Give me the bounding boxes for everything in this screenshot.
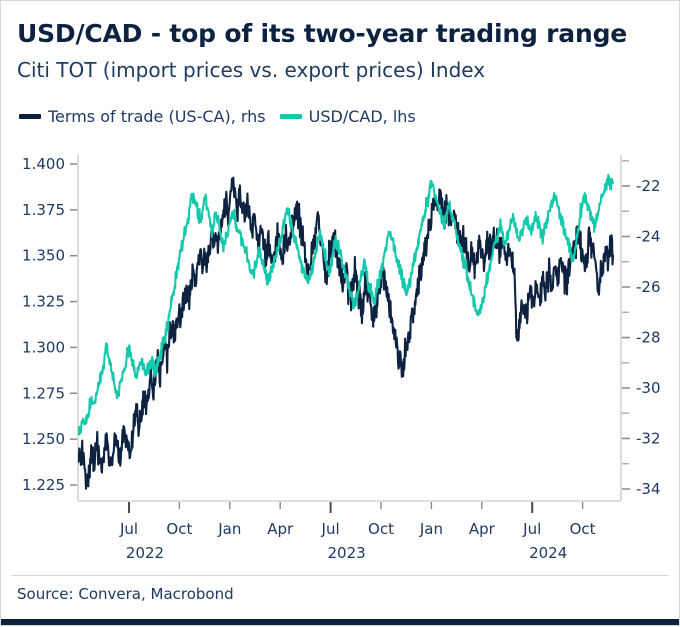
chart-title: USD/CAD - top of its two-year trading ra… — [17, 19, 628, 48]
x-year-label: 2022 — [126, 544, 164, 562]
x-tick-label: Jan — [419, 520, 443, 538]
y-tick-label-left: 1.375 — [22, 201, 65, 219]
y-tick-label-right: -32 — [636, 430, 661, 448]
series-layer — [78, 173, 615, 490]
footer-bar — [1, 619, 679, 625]
x-year-label: 2023 — [328, 544, 366, 562]
axes-layer — [70, 155, 630, 513]
x-tick-label: Jul — [522, 520, 541, 538]
series-line-terms-of-trade — [78, 176, 615, 490]
x-tick-label: Jan — [217, 520, 241, 538]
x-tick-label: Oct — [368, 520, 394, 538]
y-tick-label-left: 1.400 — [22, 155, 65, 173]
x-tick-label: Oct — [570, 520, 596, 538]
y-tick-label-left: 1.250 — [22, 430, 65, 448]
chart-subtitle: Citi TOT (import prices vs. export price… — [17, 58, 486, 82]
legend-item-usdcad[interactable]: USD/CAD, lhs — [279, 107, 416, 126]
source-divider — [11, 575, 669, 576]
y-tick-label-right: -26 — [636, 278, 661, 296]
y-tick-label-left: 1.275 — [22, 384, 65, 402]
x-tick-label: Oct — [166, 520, 192, 538]
legend-swatch-teal — [279, 114, 302, 119]
y-tick-label-left: 1.300 — [22, 338, 65, 356]
y-tick-label-left: 1.325 — [22, 293, 65, 311]
y-tick-label-right: -22 — [636, 177, 661, 195]
legend-item-terms-of-trade[interactable]: Terms of trade (US-CA), rhs — [19, 107, 266, 126]
y-tick-label-left: 1.350 — [22, 247, 65, 265]
y-tick-label-right: -28 — [636, 329, 661, 347]
chart-legend: Terms of trade (US-CA), rhs USD/CAD, lhs — [19, 107, 430, 126]
x-tick-label: Jul — [119, 520, 138, 538]
series-line-usdcad — [78, 173, 615, 436]
x-tick-label: Apr — [469, 520, 496, 538]
y-tick-label-right: -30 — [636, 379, 661, 397]
y-tick-label-right: -34 — [636, 480, 661, 498]
source-note: Source: Convera, Macrobond — [17, 585, 234, 603]
y-tick-label-left: 1.225 — [22, 476, 65, 494]
legend-swatch-navy — [19, 114, 41, 119]
legend-label-terms-of-trade: Terms of trade (US-CA), rhs — [48, 107, 266, 126]
legend-label-usdcad: USD/CAD, lhs — [308, 107, 416, 126]
x-tick-label: Apr — [267, 520, 294, 538]
axis-labels-layer: 1.225 1.250 1.275 1.300 1.325 1.350 1.375 1.400… — [22, 155, 660, 562]
x-year-label: 2024 — [529, 544, 567, 562]
x-tick-label: Jul — [321, 520, 340, 538]
y-tick-label-right: -24 — [636, 228, 661, 246]
